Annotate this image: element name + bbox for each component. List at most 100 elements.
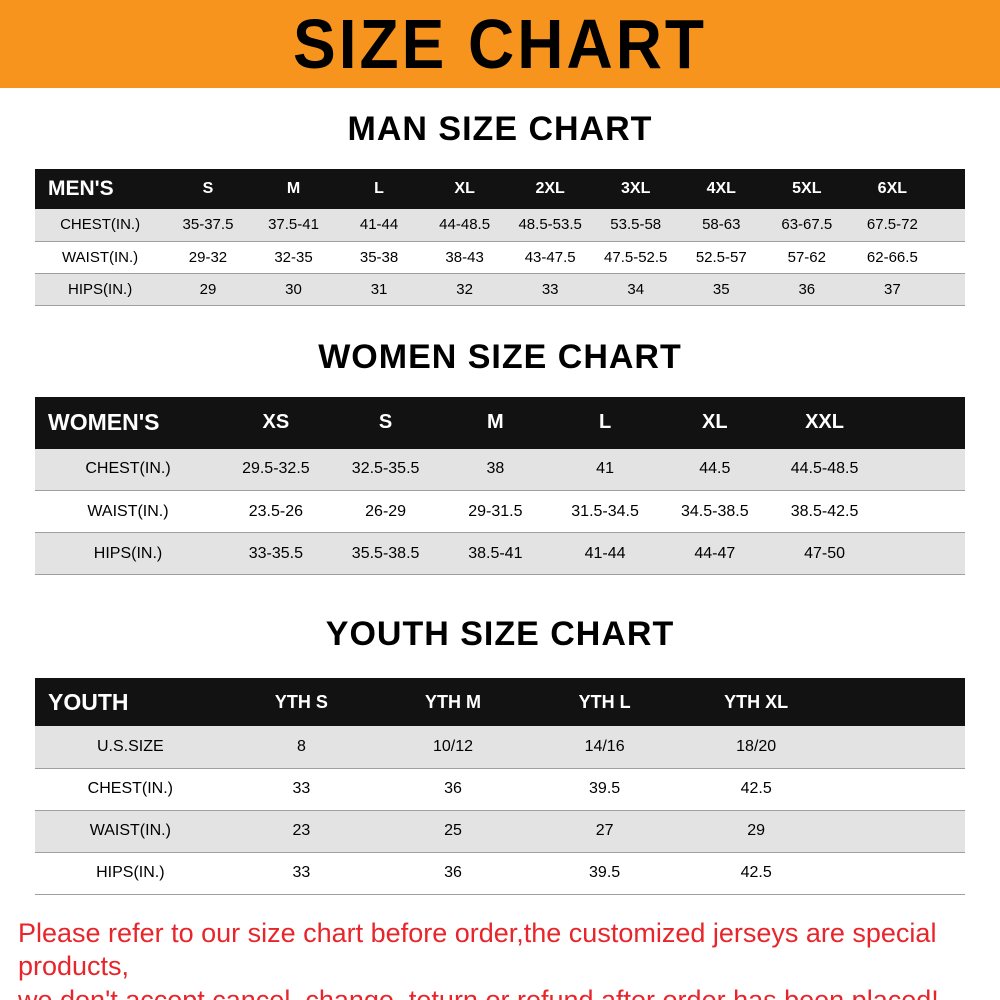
- measurement-value: 36: [377, 852, 529, 895]
- measurement-value: 37: [849, 273, 936, 306]
- measurement-value: 44-47: [659, 532, 770, 575]
- size-column-header: 4XL: [678, 169, 765, 209]
- spacer-cell: [831, 810, 965, 853]
- spacer-cell: [831, 768, 965, 811]
- measurement-row: HIPS(IN.) 29 30 31 32 33 34 35 36 37: [35, 273, 965, 306]
- measurement-value: 33-35.5: [221, 532, 331, 575]
- spacer-cell: [935, 169, 965, 209]
- section-heading-men: MAN SIZE CHART: [347, 110, 653, 148]
- measurement-value: 35-37.5: [165, 209, 251, 242]
- table-group-label: WOMEN'S: [35, 396, 221, 449]
- size-column-header: XS: [221, 396, 331, 449]
- measurement-value: 37.5-41: [250, 209, 337, 242]
- size-column-header: L: [550, 396, 660, 449]
- measurement-value: 44-48.5: [421, 209, 508, 242]
- women-size-chart-section: WOMEN SIZE CHART WOMEN'S XS S M L XL XXL CHEST(…: [0, 337, 1000, 575]
- row-label: HIPS(IN.): [35, 852, 226, 895]
- measurement-value: 27: [528, 810, 681, 853]
- measurement-value: 62-66.5: [849, 241, 936, 274]
- measurement-value: 47.5-52.5: [592, 241, 679, 274]
- size-column-header: S: [165, 169, 251, 209]
- measurement-value: 33: [225, 768, 378, 811]
- row-label: WAIST(IN.): [35, 241, 166, 274]
- table-header-row: WOMEN'S XS S M L XL XXL: [35, 396, 965, 449]
- measurement-value: 23: [225, 810, 378, 853]
- section-heading-women: WOMEN SIZE CHART: [318, 337, 682, 376]
- row-label: U.S.SIZE: [35, 726, 226, 769]
- size-column-header: XL: [659, 396, 770, 449]
- row-label: HIPS(IN.): [35, 273, 166, 306]
- table-group-label: YOUTH: [35, 678, 226, 726]
- measurement-row: WAIST(IN.) 23.5-26 26-29 29-31.5 31.5-34.5 34…: [35, 490, 965, 533]
- measurement-value: 18/20: [680, 726, 832, 769]
- measurement-value: 30: [250, 273, 337, 306]
- spacer-cell: [879, 490, 965, 533]
- row-label: WAIST(IN.): [35, 490, 221, 533]
- measurement-value: 43-47.5: [507, 241, 593, 274]
- measurement-row: CHEST(IN.) 29.5-32.5 32.5-35.5 38 41 44.5 44.5…: [35, 448, 965, 491]
- womens-size-table: WOMEN'S XS S M L XL XXL CHEST(IN.) 29.5-32.5 32.5…: [35, 396, 965, 575]
- measurement-value: 57-62: [764, 241, 850, 274]
- row-label: HIPS(IN.): [35, 532, 221, 575]
- measurement-value: 31: [336, 273, 422, 306]
- measurement-value: 52.5-57: [678, 241, 765, 274]
- size-column-header: M: [440, 396, 551, 449]
- measurement-value: 36: [377, 768, 529, 811]
- measurement-value: 53.5-58: [592, 209, 679, 242]
- measurement-value: 33: [225, 852, 378, 895]
- measurement-value: 35: [678, 273, 765, 306]
- measurement-value: 47-50: [769, 532, 880, 575]
- measurement-value: 67.5-72: [849, 209, 936, 242]
- disclaimer-note: Please refer to our size chart before or…: [18, 917, 982, 1000]
- measurement-value: 39.5: [528, 768, 681, 811]
- measurement-row: WAIST(IN.) 29-32 32-35 35-38 38-43 43-47.5 47.…: [35, 241, 965, 274]
- table-header-row: MEN'S S M L XL 2XL 3XL 4XL 5XL 6XL: [35, 169, 965, 209]
- measurement-value: 32: [421, 273, 508, 306]
- measurement-value: 42.5: [680, 768, 832, 811]
- measurement-value: 41-44: [550, 532, 660, 575]
- measurement-value: 31.5-34.5: [550, 490, 660, 533]
- youth-size-chart-section: YOUTH SIZE CHART YOUTH YTH S YTH M YTH L YTH…: [0, 615, 1000, 895]
- measurement-value: 63-67.5: [764, 209, 850, 242]
- measurement-value: 29: [165, 273, 251, 306]
- measurement-row: HIPS(IN.) 33-35.5 35.5-38.5 38.5-41 41-44 44-…: [35, 532, 965, 575]
- spacer-cell: [879, 448, 965, 491]
- men-size-chart-section: MAN SIZE CHART MEN'S S M L XL 2XL 3XL 4XL 5XL 6XL…: [0, 110, 1000, 306]
- measurement-value: 33: [507, 273, 593, 306]
- measurement-value: 32-35: [250, 241, 337, 274]
- row-label: CHEST(IN.): [35, 209, 166, 242]
- measurement-value: 25: [377, 810, 529, 853]
- measurement-value: 41: [550, 448, 660, 491]
- row-label: WAIST(IN.): [35, 810, 226, 853]
- measurement-value: 35-38: [336, 241, 422, 274]
- size-column-header: YTH M: [377, 678, 529, 726]
- measurement-value: 38.5-41: [440, 532, 551, 575]
- measurement-value: 35.5-38.5: [330, 532, 441, 575]
- measurement-value: 14/16: [528, 726, 681, 769]
- size-column-header: 6XL: [849, 169, 936, 209]
- measurement-value: 26-29: [330, 490, 441, 533]
- measurement-value: 44.5: [659, 448, 770, 491]
- size-column-header: YTH XL: [680, 678, 832, 726]
- measurement-value: 8: [225, 726, 378, 769]
- spacer-cell: [935, 209, 965, 242]
- measurement-value: 29-32: [165, 241, 251, 274]
- size-column-header: S: [330, 396, 441, 449]
- measurement-value: 34.5-38.5: [659, 490, 770, 533]
- size-column-header: XXL: [769, 396, 880, 449]
- table-header-row: YOUTH YTH S YTH M YTH L YTH XL: [35, 678, 965, 726]
- size-column-header: L: [336, 169, 422, 209]
- measurement-value: 48.5-53.5: [507, 209, 593, 242]
- disclaimer-line-2: we don't accept cancel, change, teturn o…: [18, 985, 939, 1000]
- table-group-label: MEN'S: [35, 169, 166, 209]
- spacer-cell: [935, 273, 965, 306]
- measurement-row: HIPS(IN.) 33 36 39.5 42.5: [35, 852, 965, 895]
- measurement-value: 32.5-35.5: [330, 448, 441, 491]
- measurement-value: 34: [592, 273, 679, 306]
- mens-size-table: MEN'S S M L XL 2XL 3XL 4XL 5XL 6XL CHEST(IN.) 35-37…: [35, 169, 965, 306]
- youth-size-table: YOUTH YTH S YTH M YTH L YTH XL U.S.SIZE 8 10/12…: [35, 678, 965, 895]
- spacer-cell: [831, 726, 965, 769]
- section-heading-youth: YOUTH SIZE CHART: [325, 615, 675, 653]
- measurement-value: 39.5: [528, 852, 681, 895]
